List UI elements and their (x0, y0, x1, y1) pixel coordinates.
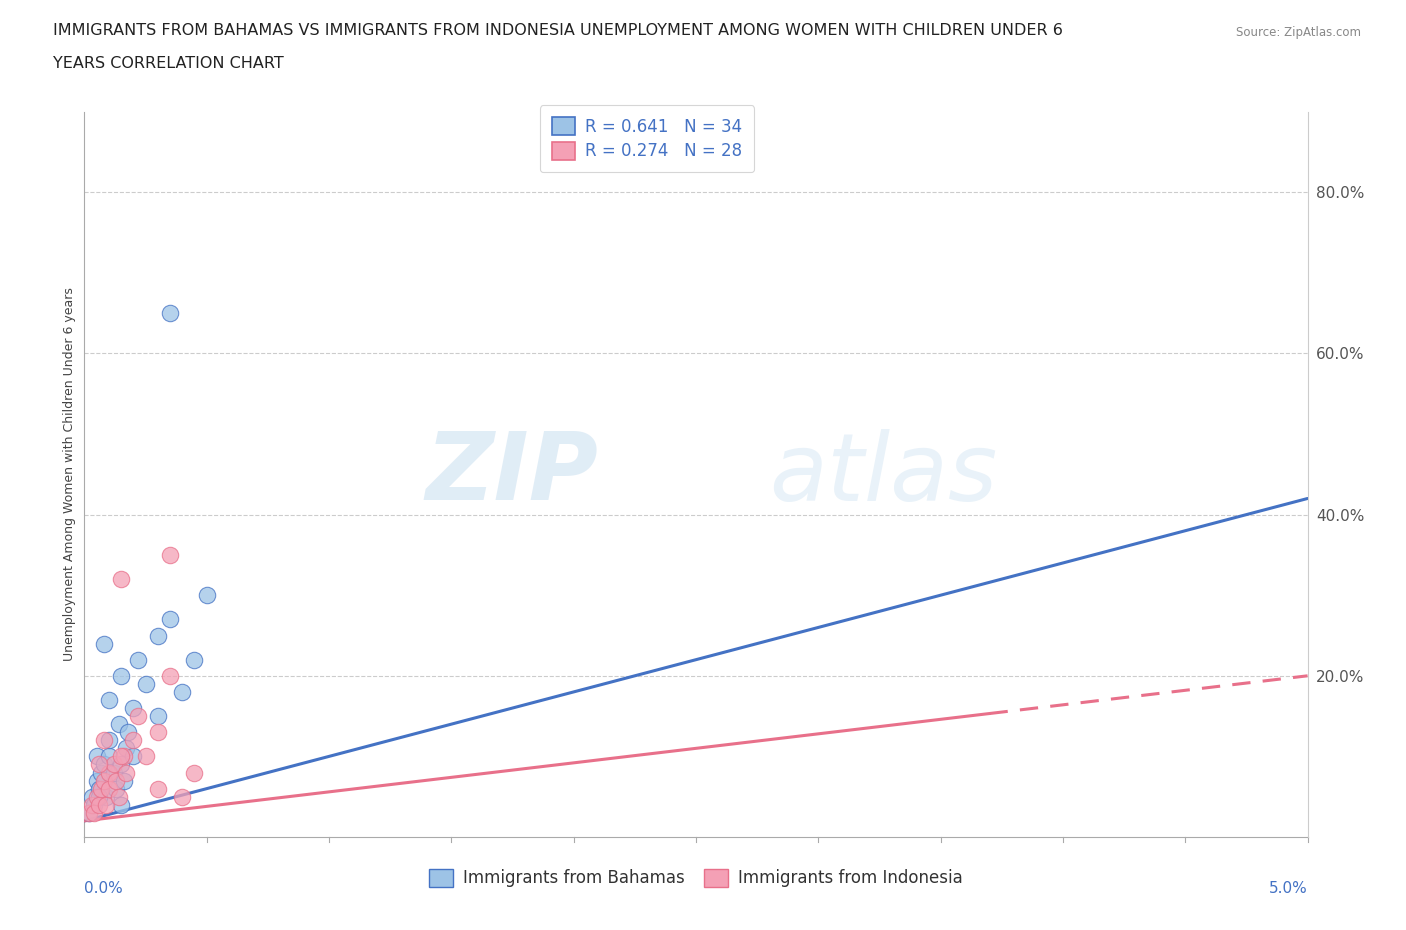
Point (159, 612, 181, 627)
Point (110, 669, 132, 684)
Point (90, 781, 112, 796)
Point (110, 757, 132, 772)
Point (105, 781, 128, 796)
Text: atlas: atlas (769, 429, 998, 520)
Point (115, 741, 138, 756)
Point (110, 572, 132, 587)
Point (135, 676, 157, 691)
Point (93, 773, 115, 788)
Point (87, 781, 110, 796)
Point (107, 790, 129, 804)
Point (77, 805, 100, 820)
Legend: Immigrants from Bahamas, Immigrants from Indonesia: Immigrants from Bahamas, Immigrants from… (423, 862, 969, 894)
Point (93, 757, 115, 772)
Point (86, 773, 108, 788)
Point (83, 797, 105, 812)
Text: 5.0%: 5.0% (1268, 881, 1308, 896)
Point (122, 700, 145, 715)
Point (86, 749, 108, 764)
Point (117, 724, 139, 739)
Point (96, 797, 118, 812)
Point (103, 765, 125, 780)
Point (93, 636, 115, 651)
Point (112, 773, 135, 788)
Point (146, 781, 169, 796)
Point (103, 757, 125, 772)
Point (183, 652, 205, 667)
Point (87, 757, 110, 772)
Point (97, 749, 120, 764)
Point (159, 669, 181, 684)
Point (183, 765, 205, 780)
Point (172, 684, 194, 699)
Text: 0.0%: 0.0% (84, 881, 124, 896)
Point (90, 765, 112, 780)
Point (80, 797, 103, 812)
Point (80, 790, 103, 804)
Text: IMMIGRANTS FROM BAHAMAS VS IMMIGRANTS FROM INDONESIA UNEMPLOYMENT AMONG WOMEN WI: IMMIGRANTS FROM BAHAMAS VS IMMIGRANTS FR… (53, 23, 1063, 38)
Point (172, 790, 194, 804)
Point (87, 797, 110, 812)
Point (110, 797, 132, 812)
Point (195, 588, 218, 603)
Text: YEARS CORRELATION CHART: YEARS CORRELATION CHART (53, 56, 284, 71)
Point (146, 724, 169, 739)
Point (77, 805, 100, 820)
Point (105, 773, 128, 788)
Point (97, 765, 120, 780)
Point (127, 709, 149, 724)
Point (97, 733, 120, 748)
Point (122, 733, 145, 748)
Point (146, 628, 169, 643)
Point (97, 781, 120, 796)
Text: Source: ZipAtlas.com: Source: ZipAtlas.com (1236, 26, 1361, 39)
Point (87, 790, 110, 804)
Point (115, 765, 138, 780)
Point (97, 693, 120, 708)
Point (159, 306, 181, 321)
Y-axis label: Unemployment Among Women with Children Under 6 years: Unemployment Among Women with Children U… (63, 287, 76, 661)
Point (135, 749, 157, 764)
Point (127, 652, 149, 667)
Text: ZIP: ZIP (425, 429, 598, 520)
Point (86, 790, 108, 804)
Point (110, 749, 132, 764)
Point (122, 749, 145, 764)
Point (146, 709, 169, 724)
Point (112, 749, 135, 764)
Point (83, 805, 105, 820)
Point (93, 733, 115, 748)
Point (107, 717, 129, 732)
Point (159, 548, 181, 563)
Point (96, 790, 118, 804)
